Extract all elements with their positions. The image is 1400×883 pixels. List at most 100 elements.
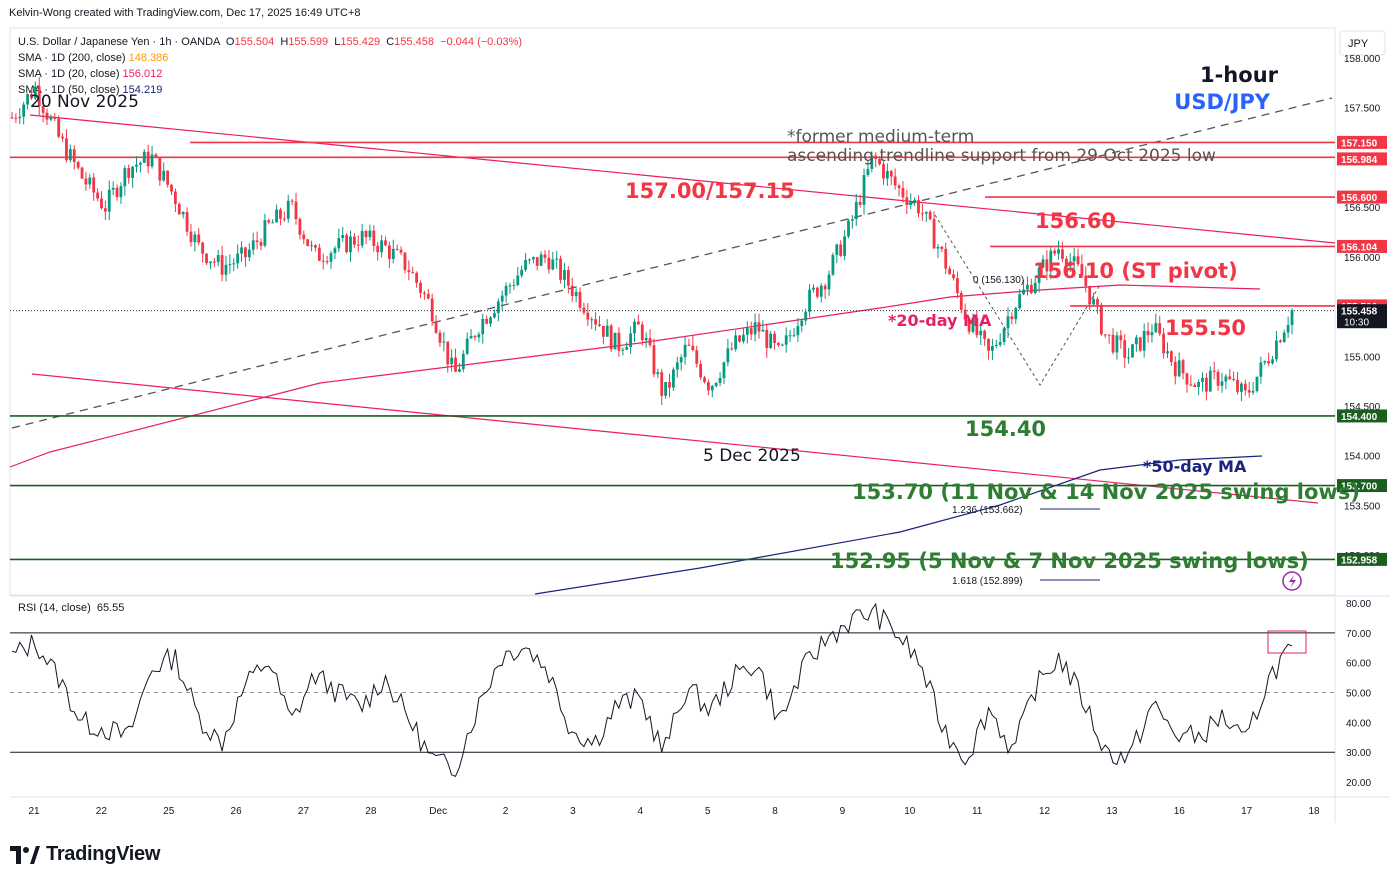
- candle-body: [201, 242, 205, 254]
- candle-body: [135, 164, 138, 167]
- candle-body: [430, 298, 434, 322]
- candle-body: [625, 347, 629, 350]
- candle-body: [33, 86, 37, 99]
- candle-body: [189, 231, 193, 243]
- candle-body: [819, 285, 823, 297]
- sma20-row[interactable]: SMA · 1D (20, close) 156.012: [18, 68, 163, 80]
- candle-body: [154, 154, 158, 158]
- candle-body: [1282, 332, 1286, 343]
- candle-body: [780, 344, 784, 346]
- candle-body: [1131, 344, 1134, 358]
- candle-body: [212, 261, 216, 263]
- candle-body: [878, 158, 881, 165]
- candle-body: [61, 136, 64, 139]
- candle-body: [1185, 373, 1189, 385]
- candle-body: [644, 338, 648, 341]
- candle-body: [391, 248, 395, 259]
- price-tag: [1337, 190, 1387, 204]
- candle-body: [469, 336, 473, 339]
- candle-body: [761, 329, 765, 332]
- candle-body: [726, 348, 730, 363]
- candle-body: [920, 213, 924, 215]
- candle-body: [788, 335, 792, 337]
- candle-body: [1177, 360, 1181, 377]
- candle-body: [808, 289, 811, 312]
- candle-body: [1022, 289, 1025, 295]
- candle-body: [991, 345, 994, 351]
- candle-body: [1041, 259, 1045, 268]
- close-value: 155.458: [394, 36, 434, 48]
- candle-body: [870, 155, 874, 169]
- candle-body: [477, 334, 481, 338]
- price-tag: [1337, 304, 1387, 329]
- candle-body: [103, 208, 107, 212]
- sma200-row[interactable]: SMA · 1D (200, close) 148.386: [18, 52, 169, 64]
- symbol-legend: U.S. Dollar / Japanese Yen · 1h · OANDA …: [18, 34, 522, 98]
- candle-body: [901, 188, 905, 198]
- candle-body: [1201, 377, 1204, 382]
- candle-body: [57, 118, 61, 137]
- x-tick-label: 5: [705, 806, 711, 817]
- candle-body: [84, 178, 88, 185]
- candle-body: [426, 293, 430, 299]
- candle-body: [14, 117, 18, 119]
- candle-body: [181, 212, 185, 215]
- candle-body: [528, 259, 531, 261]
- x-tick-label: 17: [1241, 806, 1253, 817]
- candle-body: [956, 278, 959, 294]
- candle-body: [1107, 334, 1111, 336]
- candle-body: [1002, 328, 1006, 343]
- candle-body: [1278, 340, 1282, 343]
- candle-body: [508, 285, 512, 287]
- candle-body: [1263, 361, 1267, 363]
- candle-body: [442, 341, 446, 343]
- candle-body: [524, 259, 527, 270]
- candle-body: [170, 184, 173, 192]
- candle-body: [76, 162, 80, 168]
- candle-body: [1049, 250, 1053, 272]
- candle-body: [174, 191, 177, 205]
- candle-body: [582, 307, 586, 313]
- candle-body: [504, 285, 508, 296]
- candle-body: [423, 292, 426, 294]
- candle-body: [415, 272, 419, 283]
- candle-body: [885, 171, 889, 179]
- symbol-name[interactable]: U.S. Dollar / Japanese Yen · 1h · OANDA: [18, 36, 220, 48]
- candle-body: [1014, 308, 1018, 320]
- candle-body: [699, 363, 703, 378]
- candle-body: [730, 348, 734, 350]
- candle-body: [874, 155, 878, 159]
- candle-body: [1076, 256, 1080, 265]
- candle-body: [936, 246, 940, 249]
- candle-body: [850, 219, 854, 221]
- candle-body: [971, 318, 975, 332]
- trendline-note-1: *former medium-term: [787, 127, 974, 147]
- rsi-y-tick-label: 80.00: [1346, 599, 1371, 610]
- tradingview-logo[interactable]: TradingView: [10, 843, 160, 866]
- candle-body: [1205, 377, 1208, 392]
- candle-body: [407, 270, 411, 273]
- candle-body: [1053, 250, 1057, 254]
- candle-body: [298, 218, 302, 235]
- x-tick-label: Dec: [429, 806, 447, 817]
- candle-body: [489, 317, 492, 324]
- open-value: 155.504: [234, 36, 275, 48]
- candle-body: [1072, 256, 1076, 262]
- candle-body: [111, 187, 115, 190]
- sma50-row[interactable]: SMA · 1D (50, close) 154.219: [18, 84, 163, 96]
- rsi-legend[interactable]: RSI (14, close) 65.55: [18, 602, 125, 614]
- candle-body: [224, 264, 228, 275]
- candle-body: [769, 333, 773, 349]
- candle-body: [450, 357, 454, 365]
- candle-body: [994, 344, 998, 346]
- candle-body: [271, 222, 275, 224]
- candle-body: [512, 285, 516, 287]
- candle-body: [862, 174, 866, 205]
- candle-body: [1057, 249, 1060, 254]
- candle-body: [843, 236, 846, 256]
- candle-body: [640, 324, 644, 341]
- candle-body: [1111, 334, 1115, 353]
- candle-body: [594, 319, 597, 325]
- candle-body: [1232, 379, 1236, 381]
